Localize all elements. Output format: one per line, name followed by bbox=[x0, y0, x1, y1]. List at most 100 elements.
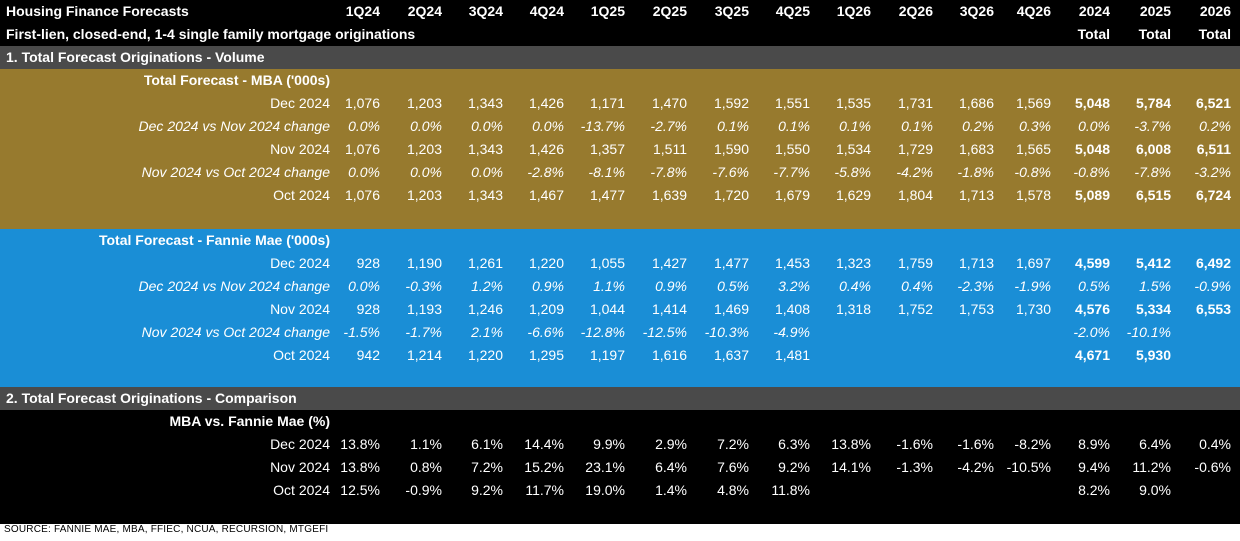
table-cell: -2.0% bbox=[1073, 324, 1110, 340]
table-cell: 1,730 bbox=[1015, 301, 1051, 317]
row-label: Dec 2024 bbox=[270, 95, 330, 111]
table-cell: 1,804 bbox=[897, 187, 933, 203]
row-label: Dec 2024 bbox=[270, 255, 330, 271]
table-cell: 13.8% bbox=[340, 459, 380, 475]
column-header-3q24: 3Q24 bbox=[468, 3, 503, 19]
table-cell: 1,629 bbox=[835, 187, 871, 203]
table-cell: 12.5% bbox=[340, 482, 380, 498]
table-cell: -10.1% bbox=[1126, 324, 1171, 340]
table-cell: -1.7% bbox=[405, 324, 442, 340]
mba-title-row: Total Forecast - MBA ('000s) bbox=[0, 69, 1240, 92]
column-header-1q25: 1Q25 bbox=[590, 3, 625, 19]
table-cell: 11.8% bbox=[771, 482, 810, 498]
table-cell: 1,616 bbox=[651, 347, 687, 363]
section1-title-row: 1. Total Forecast Originations - Volume bbox=[0, 46, 1240, 69]
table-cell: 14.4% bbox=[524, 436, 564, 452]
column-header-2q26: 2Q26 bbox=[898, 3, 933, 19]
table-cell: 6,724 bbox=[1195, 187, 1231, 203]
column-header-4q26: 4Q26 bbox=[1016, 3, 1051, 19]
table-cell: -0.3% bbox=[405, 278, 442, 294]
row-label: Nov 2024 bbox=[270, 301, 330, 317]
table-cell: 0.2% bbox=[1199, 118, 1231, 134]
table-cell: 942 bbox=[356, 347, 380, 363]
table-cell: 13.8% bbox=[340, 436, 380, 452]
table-cell: 1,197 bbox=[589, 347, 625, 363]
table-cell: -1.6% bbox=[896, 436, 933, 452]
table-cell: 0.0% bbox=[348, 118, 380, 134]
table-cell bbox=[873, 321, 933, 344]
table-row: Dec 2024 13.8% 1.1% 6.1% 14.4% 9.9% 2.9% 7.2% 6.… bbox=[0, 433, 1240, 456]
table-cell: 4.8% bbox=[717, 482, 749, 498]
row-label: Dec 2024 bbox=[270, 436, 330, 452]
page-subtitle: First-lien, closed-end, 1-4 single famil… bbox=[6, 26, 416, 42]
table-cell: 9.2% bbox=[778, 459, 810, 475]
table-cell: 3.2% bbox=[778, 278, 810, 294]
table-cell: 1,565 bbox=[1015, 141, 1051, 157]
table-cell: 1,697 bbox=[1015, 255, 1051, 271]
table-cell: 1,481 bbox=[774, 347, 810, 363]
table-row: Nov 2024 vs Oct 2024 change 0.0% 0.0% 0.0% -… bbox=[0, 161, 1240, 184]
table-cell: -7.6% bbox=[712, 164, 749, 180]
column-header-2q24: 2Q24 bbox=[407, 3, 442, 19]
table-cell: 0.3% bbox=[1019, 118, 1051, 134]
table-cell: 1,295 bbox=[528, 347, 564, 363]
table-cell: 1,592 bbox=[713, 95, 749, 111]
table-cell bbox=[873, 344, 933, 367]
table-cell: 1,578 bbox=[1015, 187, 1051, 203]
table-cell: 5,930 bbox=[1135, 347, 1171, 363]
table-cell: 5,334 bbox=[1135, 301, 1171, 317]
table-cell: -4.9% bbox=[773, 324, 810, 340]
column-header-1q24: 1Q24 bbox=[345, 3, 380, 19]
table-cell: 6.1% bbox=[471, 436, 503, 452]
section2-title-band bbox=[0, 387, 1240, 410]
table-cell: 1,357 bbox=[589, 141, 625, 157]
table-cell: 1,731 bbox=[897, 95, 933, 111]
table-cell: 15.2% bbox=[524, 459, 564, 475]
table-cell: 0.0% bbox=[1078, 118, 1110, 134]
comparison-title-row: MBA vs. Fannie Mae (%) bbox=[0, 410, 1240, 433]
row-label: Nov 2024 vs Oct 2024 change bbox=[141, 164, 330, 180]
table-cell: 7.2% bbox=[471, 459, 503, 475]
table-cell: -4.2% bbox=[957, 459, 994, 475]
table-cell: 0.0% bbox=[471, 164, 503, 180]
table-cell: 1,469 bbox=[713, 301, 749, 317]
table-cell: 928 bbox=[356, 301, 380, 317]
table-cell: 1,639 bbox=[651, 187, 687, 203]
table-row: Nov 2024 vs Oct 2024 change -1.5% -1.7% 2.1… bbox=[0, 321, 1240, 344]
table-cell: 0.0% bbox=[348, 164, 380, 180]
table-cell bbox=[991, 344, 1051, 367]
table-cell: 1,683 bbox=[958, 141, 994, 157]
table-cell: 1.1% bbox=[593, 278, 625, 294]
table-cell: 6,521 bbox=[1195, 95, 1231, 111]
table-cell: -3.2% bbox=[1194, 164, 1231, 180]
table-cell: 1,467 bbox=[528, 187, 564, 203]
table-cell: -1.5% bbox=[343, 324, 380, 340]
table-cell: 0.0% bbox=[410, 118, 442, 134]
table-cell: 0.4% bbox=[901, 278, 933, 294]
table-cell: 2.9% bbox=[655, 436, 687, 452]
table-cell: 7.6% bbox=[717, 459, 749, 475]
table-cell: -2.3% bbox=[957, 278, 994, 294]
table-cell: -12.8% bbox=[580, 324, 625, 340]
column-header-2024: 2024 bbox=[1078, 3, 1110, 19]
row-label: Oct 2024 bbox=[273, 347, 330, 363]
table-cell: -1.6% bbox=[957, 436, 994, 452]
row-label: Nov 2024 bbox=[270, 459, 330, 475]
table-cell: 6,492 bbox=[1195, 255, 1231, 271]
table-row: Nov 2024 928 1,193 1,246 1,209 1,044 1,414 1,46… bbox=[0, 298, 1240, 321]
table-cell: 13.8% bbox=[831, 436, 871, 452]
table-cell: 1,203 bbox=[406, 141, 442, 157]
table-cell: -0.6% bbox=[1194, 459, 1231, 475]
table-cell: -6.6% bbox=[527, 324, 564, 340]
table-cell: 1,686 bbox=[958, 95, 994, 111]
section2-title: 2. Total Forecast Originations - Compari… bbox=[6, 390, 297, 406]
row-label: Dec 2024 vs Nov 2024 change bbox=[138, 278, 330, 294]
table-cell: 6.4% bbox=[1139, 436, 1171, 452]
table-cell: 4,671 bbox=[1074, 347, 1110, 363]
row-label: Nov 2024 vs Oct 2024 change bbox=[141, 324, 330, 340]
table-cell bbox=[934, 321, 994, 344]
table-cell: 0.0% bbox=[532, 118, 564, 134]
table-cell: 1,220 bbox=[528, 255, 564, 271]
table-cell: -1.9% bbox=[1014, 278, 1051, 294]
